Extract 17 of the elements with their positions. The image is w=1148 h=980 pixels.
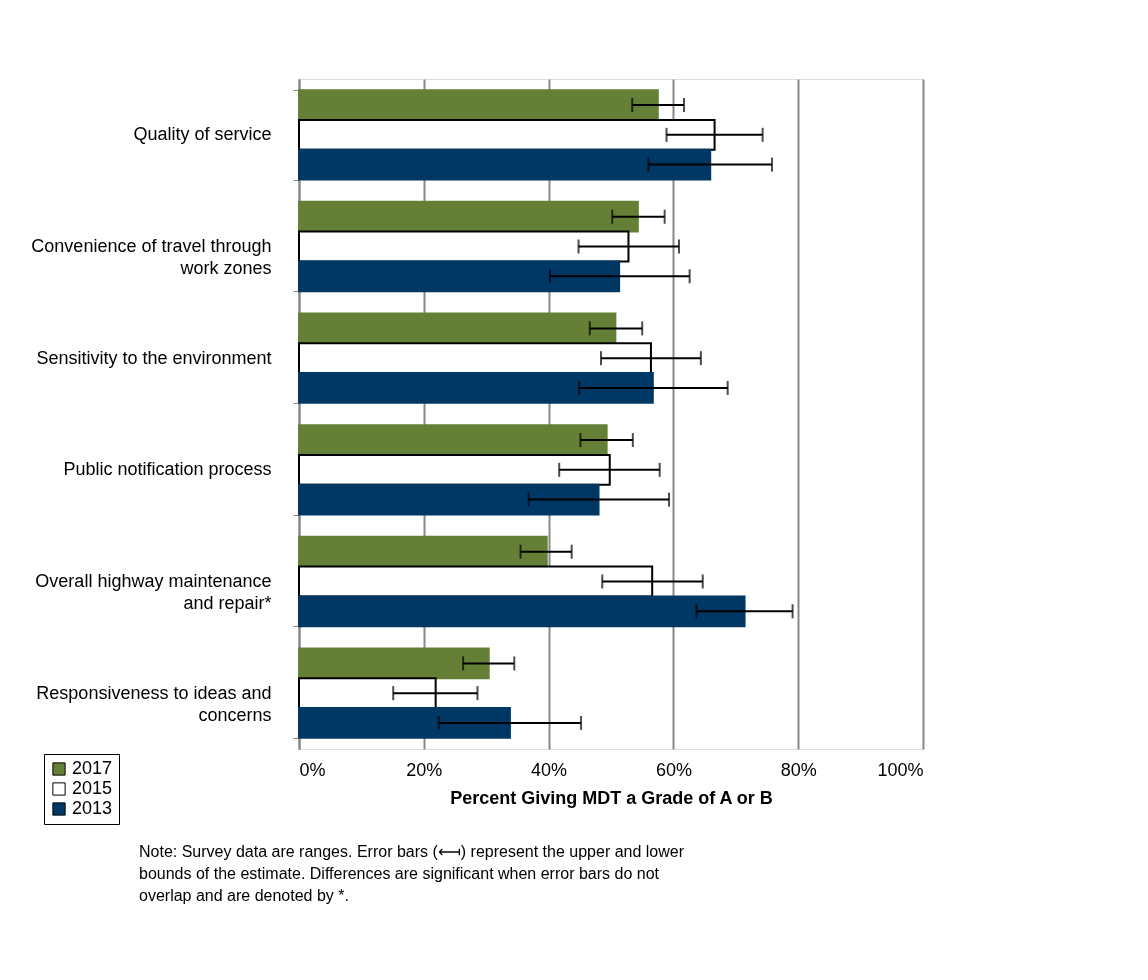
x-tick-label: 100%	[877, 759, 924, 780]
y-tick-label: Quality of service	[133, 124, 272, 145]
x-tick-label: 20%	[406, 759, 443, 780]
y-tick-label: Convenience of travel through work zones	[31, 236, 272, 278]
x-tick-label: 80%	[780, 759, 817, 780]
text: Note: Survey data are ranges. Error bars (⟻) represent the upper and lower bounds of the estimate. Differences are significant when error bars do not overlap and are denoted by *.	[139, 843, 685, 904]
x-tick-label: 60%	[655, 759, 692, 780]
y-tick-label: Public notification process	[63, 459, 272, 480]
y-tick-label: Sensitivity to the environment	[36, 347, 272, 368]
x-axis-title: Percent Giving MDT a Grade of A or B	[450, 787, 773, 808]
y-tick-label: Overall highway maintenance and repair*	[35, 571, 272, 613]
y-tick-label: Responsiveness to ideas and concerns	[36, 682, 272, 725]
x-tick-label: 0%	[299, 759, 326, 780]
legend-label: 2013	[72, 798, 113, 818]
legend-label: 2017	[72, 758, 113, 778]
x-tick-label: 40%	[531, 759, 568, 780]
legend-label: 2015	[72, 778, 113, 798]
